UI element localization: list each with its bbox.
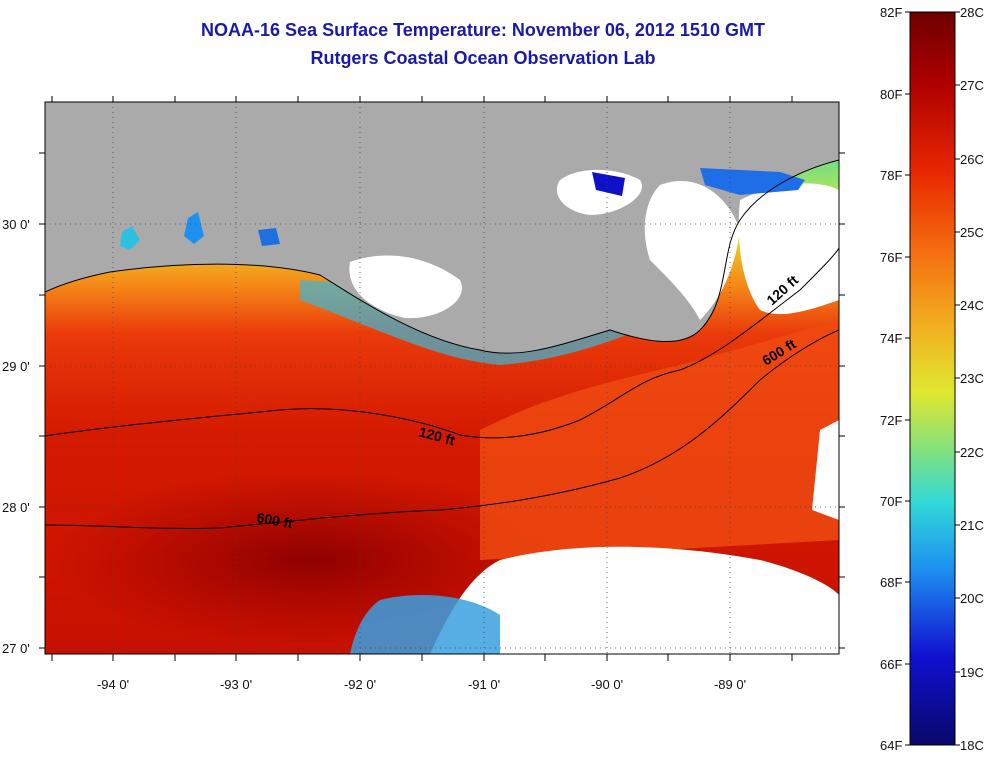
map-subtitle: Rutgers Coastal Ocean Observation Lab	[310, 48, 656, 68]
colorbar-f-label: 70F	[880, 494, 902, 509]
southwest-cool-patch	[350, 595, 500, 654]
lon-label: -90 0'	[591, 677, 623, 692]
lat-label: 29 0'	[2, 359, 30, 374]
colorbar-c-label: 24C	[960, 298, 984, 313]
colorbar-c-label: 27C	[960, 78, 984, 93]
colorbar-c-label: 26C	[960, 152, 984, 167]
ticks	[39, 96, 845, 661]
colorbar-f-label: 80F	[880, 87, 902, 102]
delta-cloud-area	[644, 181, 740, 320]
lake-sabine	[120, 226, 140, 250]
land-area	[45, 102, 839, 354]
colorbar-f-label: 68F	[880, 575, 902, 590]
colorbar	[909, 11, 956, 746]
colorbar-c-label: 19C	[960, 665, 984, 680]
east-edge-cloud	[812, 420, 839, 520]
colorbar-c-label: 21C	[960, 518, 984, 533]
colorbar-ticks	[905, 11, 960, 746]
map-frame	[44, 101, 840, 655]
colorbar-f-label: 76F	[880, 250, 902, 265]
lat-label: 27 0'	[2, 641, 30, 656]
coastal-cloud-area	[349, 255, 462, 319]
colorbar-f-label: 64F	[880, 738, 902, 753]
colorbar-c-label: 28C	[960, 5, 984, 20]
lon-label: -92 0'	[344, 677, 376, 692]
colorbar-c-label: 23C	[960, 371, 984, 386]
colorbar-c-label: 20C	[960, 591, 984, 606]
south-cloud-area	[430, 546, 839, 654]
contour-600ft	[45, 329, 839, 529]
colorbar-f-label: 78F	[880, 168, 902, 183]
coastline	[45, 159, 839, 354]
contour-label-600ft-west: 600 ft	[255, 509, 294, 531]
map-title: NOAA-16 Sea Surface Temperature: Novembe…	[201, 20, 765, 40]
colorbar-c-label: 25C	[960, 225, 984, 240]
colorbar-f-label: 82F	[880, 5, 902, 20]
colorbar-c-label: 22C	[960, 445, 984, 460]
colorbar-f-label: 72F	[880, 413, 902, 428]
lat-label: 28 0'	[2, 500, 30, 515]
colorbar-c-label: 18C	[960, 738, 984, 753]
colorbar-f-label: 66F	[880, 657, 902, 672]
lon-label: -89 0'	[714, 677, 746, 692]
lake-calcasieu	[184, 212, 204, 244]
contour-120ft	[45, 247, 839, 439]
lat-label: 30 0'	[2, 217, 30, 232]
lon-label: -91 0'	[468, 677, 500, 692]
east-cloud-area	[738, 183, 839, 315]
colorbar-f-label: 74F	[880, 331, 902, 346]
mississippi-sound	[700, 168, 805, 195]
vermilion-bay	[258, 228, 280, 246]
lon-label: -94 0'	[97, 677, 129, 692]
lon-label: -93 0'	[220, 677, 252, 692]
graticule	[45, 102, 839, 654]
lake-pontchartrain	[592, 172, 625, 196]
eastern-warm-region	[480, 320, 839, 560]
